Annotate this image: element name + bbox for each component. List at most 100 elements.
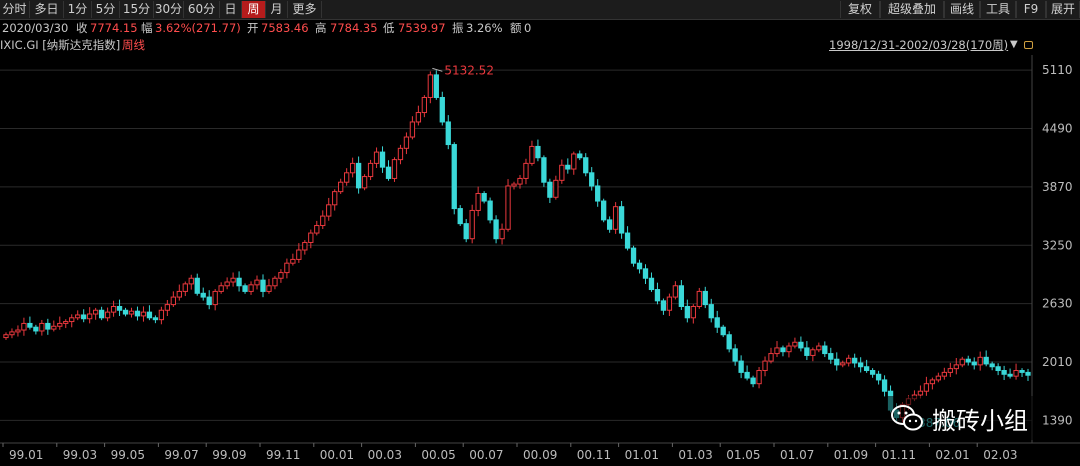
- period-toolbar: 分时 多日 1分 5分 15分 30分 60分日周月更多 复权 超级叠加 画线 工具 F9 展开: [0, 0, 1080, 20]
- candle-body-up: [612, 206, 619, 230]
- candle: [523, 158, 529, 185]
- candle-body-up: [69, 317, 75, 323]
- candle: [152, 315, 159, 324]
- x-tick-label: 01.09: [834, 448, 868, 462]
- candle-body-up: [810, 349, 816, 356]
- tab-period-10[interactable]: 更多: [288, 1, 322, 18]
- tab-period-6[interactable]: 60分: [184, 1, 220, 18]
- candle: [804, 341, 810, 361]
- toolbar-button-5[interactable]: 展开: [1046, 1, 1080, 18]
- candle-body-up: [104, 311, 111, 319]
- toolbar-button-0[interactable]: 复权: [840, 1, 880, 18]
- candle: [553, 175, 559, 200]
- candle-body-down: [583, 157, 589, 174]
- wechat-icon: [891, 405, 923, 431]
- x-tick-label: 00.11: [577, 448, 611, 462]
- low-label: 低: [383, 21, 395, 35]
- change-label: 幅: [141, 21, 153, 35]
- toolbar-button-2[interactable]: 画线: [944, 1, 980, 18]
- candle: [505, 179, 511, 232]
- volume-value: 0: [524, 21, 532, 35]
- candle: [678, 280, 685, 310]
- toolbar-button-4[interactable]: F9: [1016, 1, 1046, 18]
- watermark-text: 搬砖小组: [932, 406, 1028, 435]
- candle: [750, 375, 756, 388]
- candle-body-down: [1007, 373, 1013, 377]
- tab-period-3[interactable]: 5分: [92, 1, 120, 18]
- candle-body-down: [869, 370, 876, 375]
- candle: [451, 142, 457, 215]
- candle: [182, 281, 188, 297]
- candle: [1001, 365, 1007, 381]
- candle: [517, 174, 523, 189]
- candle-body-down: [965, 358, 971, 363]
- tab-period-9[interactable]: 月: [266, 1, 288, 18]
- dropdown-arrow-icon[interactable]: ▼: [1010, 39, 1018, 50]
- candle-body-up: [9, 331, 15, 336]
- tab-period-7[interactable]: 日: [220, 1, 242, 18]
- candle: [344, 168, 350, 186]
- candle: [816, 342, 822, 353]
- candle: [433, 70, 439, 100]
- tab-period-5[interactable]: 30分: [154, 1, 184, 18]
- candle-body-up: [170, 296, 176, 306]
- lock-icon[interactable]: [1024, 41, 1033, 49]
- grid-lines: [0, 69, 1032, 421]
- date-range-label[interactable]: 1998/12/31-2002/03/28(170周): [829, 38, 1009, 52]
- candle: [618, 200, 625, 239]
- candle: [654, 282, 661, 305]
- tab-period-2[interactable]: 1分: [64, 1, 92, 18]
- candle: [57, 316, 63, 330]
- candle-body-down: [720, 326, 726, 336]
- candle-body-up: [290, 258, 296, 264]
- candle-body-up: [338, 181, 344, 193]
- candle-body-up: [774, 347, 780, 355]
- y-tick-label: 3870: [1042, 180, 1073, 194]
- tab-period-8[interactable]: 周: [242, 1, 266, 18]
- candle-body-up: [559, 164, 565, 181]
- candle-body-up: [523, 162, 529, 179]
- candle: [302, 240, 308, 255]
- candle-body-down: [858, 362, 864, 368]
- candle: [367, 159, 374, 181]
- tab-period-4[interactable]: 15分: [120, 1, 154, 18]
- candle: [481, 191, 487, 204]
- candle-body-up: [326, 204, 332, 217]
- candle: [696, 287, 702, 309]
- candle: [565, 158, 571, 174]
- candle-body-down: [702, 290, 708, 306]
- candle-body-up: [110, 305, 117, 313]
- candle: [714, 310, 720, 333]
- x-tick-label: 00.01: [320, 448, 354, 462]
- candle-body-down: [995, 366, 1001, 372]
- candle: [457, 205, 463, 226]
- candle: [1007, 368, 1013, 379]
- symbol-label[interactable]: IXIC.GI [纳斯达克指数]: [0, 38, 121, 52]
- axes: 5110 4490 3870 3250 2630 2010 1390 99.01 99.03 99…: [0, 55, 1080, 462]
- toolbar-button-1[interactable]: 超级叠加: [880, 1, 944, 18]
- candle-body-up: [672, 285, 679, 298]
- candle-body-down: [660, 300, 667, 311]
- candle-body-up: [21, 322, 27, 331]
- candle-body-up: [935, 375, 942, 381]
- candle: [1025, 368, 1031, 381]
- candle-body-up: [762, 360, 768, 372]
- candle: [624, 226, 631, 251]
- open-value: 7583.46: [261, 21, 309, 35]
- candle-body-up: [499, 228, 505, 240]
- candle: [732, 344, 738, 366]
- candle: [612, 202, 619, 234]
- tab-period-1[interactable]: 多日: [30, 1, 64, 18]
- candle-body-down: [45, 322, 51, 330]
- candle: [349, 157, 356, 178]
- candle-body-up: [696, 290, 702, 307]
- candle-body-up: [941, 371, 947, 377]
- candle-body-up: [308, 232, 314, 243]
- toolbar-button-3[interactable]: 工具: [980, 1, 1016, 18]
- candle-body-up: [505, 185, 511, 230]
- candle: [959, 356, 965, 368]
- candle-body-down: [194, 277, 200, 294]
- tab-period-0[interactable]: 分时: [0, 1, 30, 18]
- candle: [236, 271, 242, 292]
- candle: [104, 307, 111, 322]
